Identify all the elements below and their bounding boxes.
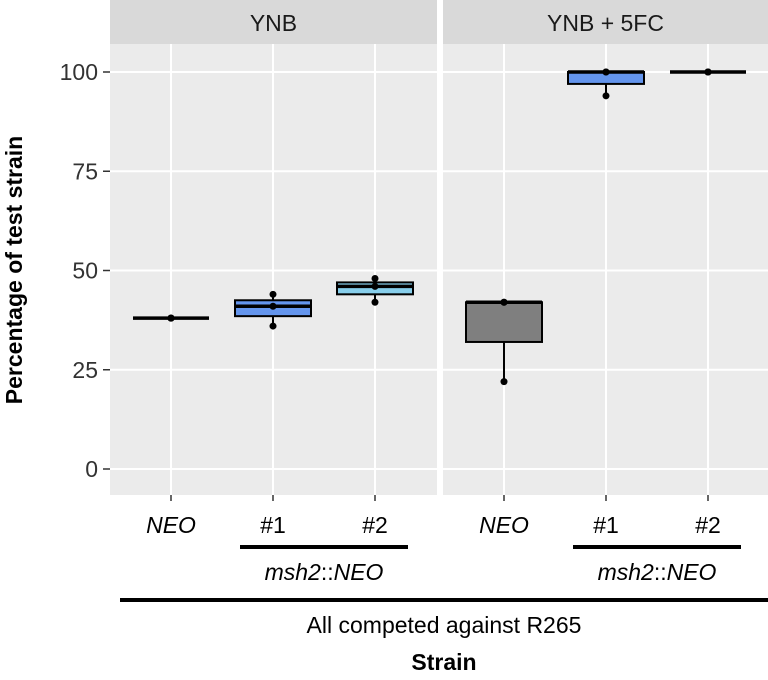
data-point (602, 68, 610, 76)
group-label-part: msh2 (598, 559, 654, 585)
y-tick-label: 100 (60, 59, 98, 85)
data-point (371, 282, 379, 290)
x-tick-label: #2 (362, 512, 388, 538)
group-label: msh2::NEO (598, 559, 717, 585)
data-point (269, 290, 277, 298)
footer-label: All competed against R265 (307, 612, 582, 638)
data-point (269, 302, 277, 310)
x-tick-label: #1 (593, 512, 619, 538)
data-point (269, 322, 277, 330)
data-point (371, 274, 379, 282)
data-point (371, 298, 379, 306)
data-point (167, 314, 175, 322)
panel-title: YNB + 5FC (547, 10, 664, 36)
x-axis-label: Strain (411, 649, 476, 675)
x-tick-label: NEO (479, 512, 529, 538)
panel-title: YNB (250, 10, 297, 36)
data-point (602, 92, 610, 100)
panel-strip (110, 0, 437, 44)
group-label-part: :: (654, 559, 667, 585)
data-point (500, 378, 508, 386)
y-tick-label: 25 (72, 357, 98, 383)
box-NEO (465, 301, 543, 343)
data-point (704, 68, 712, 76)
x-tick-label: NEO (146, 512, 196, 538)
y-axis-label: Percentage of test strain (1, 136, 27, 404)
group-label-part: msh2 (265, 559, 321, 585)
group-label: msh2::NEO (265, 559, 384, 585)
x-tick-label: #1 (260, 512, 286, 538)
group-label-part: NEO (334, 559, 384, 585)
y-tick-label: 75 (72, 158, 98, 184)
panel-strip (443, 0, 768, 44)
y-tick-label: 0 (85, 456, 98, 482)
y-tick-label: 50 (72, 258, 98, 284)
group-label-part: NEO (667, 559, 717, 585)
data-point (500, 298, 508, 306)
x-tick-label: #2 (695, 512, 721, 538)
group-label-part: :: (321, 559, 334, 585)
